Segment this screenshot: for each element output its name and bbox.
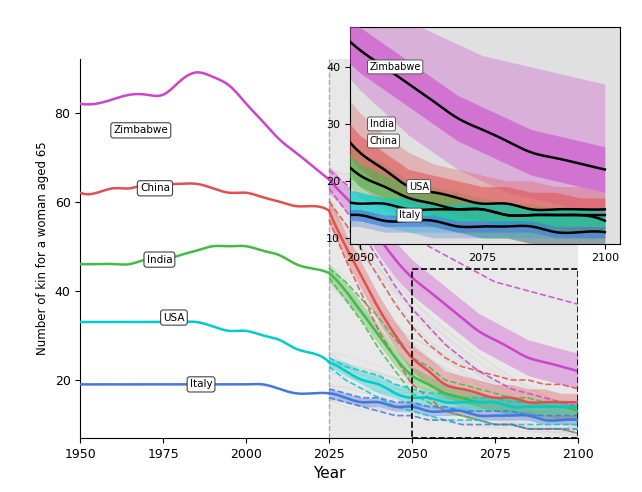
Text: Italy: Italy [190,379,213,389]
X-axis label: Year: Year [313,466,345,481]
Text: China: China [370,136,397,146]
Text: USA: USA [163,312,185,323]
Text: India: India [370,119,394,129]
Text: USA: USA [409,182,429,191]
Bar [412,269,578,438]
Text: China: China [140,184,170,193]
Text: India: India [146,254,172,265]
Text: Zimbabwe: Zimbabwe [114,125,168,135]
Bar [329,59,578,438]
Text: Zimbabwe: Zimbabwe [370,62,421,72]
Y-axis label: Number of kin for a woman aged 65: Number of kin for a woman aged 65 [36,142,49,355]
Text: Italy: Italy [399,210,420,220]
